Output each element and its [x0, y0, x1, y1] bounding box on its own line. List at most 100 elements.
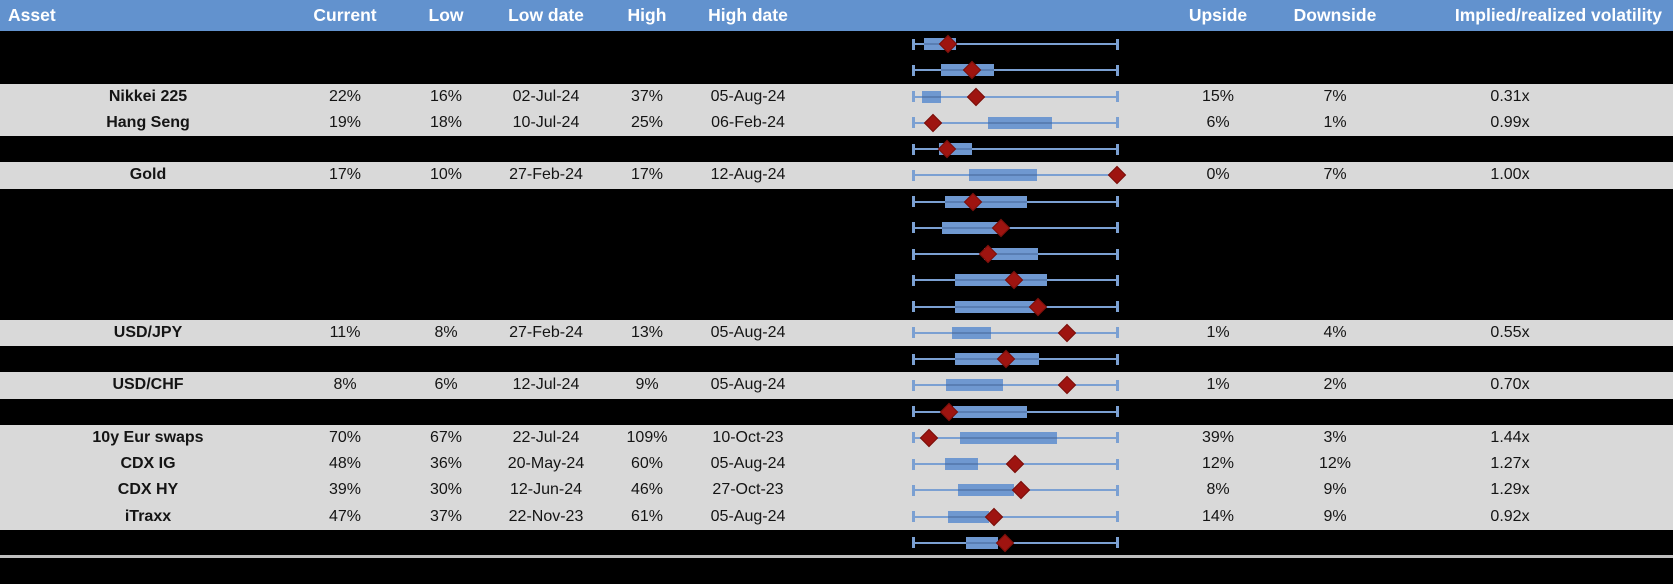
range-box: [946, 379, 1003, 392]
table-row: Hang Seng 19% 18% 10-Jul-24 25% 06-Feb-24 6% 1%…: [0, 109, 1673, 136]
downside-value: 7%: [1323, 87, 1347, 105]
high-value: 13%: [630, 323, 664, 341]
whisker-cap-left-icon: [911, 406, 915, 418]
high-date: 12-Aug-24: [710, 166, 786, 184]
whisker-cap-right-icon: [1115, 38, 1119, 50]
whisker-cap-right-icon: [1115, 64, 1119, 76]
low-date: 27-Feb-24: [509, 166, 583, 184]
implied-realized-volatility-value: 0.31x: [1490, 87, 1530, 105]
implied-realized-volatility-value: 1.44x: [1490, 428, 1530, 446]
current-value: 8%: [333, 376, 357, 394]
range-chart: [905, 320, 1125, 346]
whisker-cap-left-icon: [911, 353, 915, 365]
current-marker-icon: [1107, 166, 1127, 185]
low-date: 12-Jun-24: [509, 481, 583, 499]
range-chart: [905, 57, 1125, 83]
range-chart: [905, 84, 1125, 110]
range-box: [969, 169, 1038, 182]
low-date: 02-Jul-24: [512, 87, 580, 105]
whisker-cap-left-icon: [911, 222, 915, 234]
asset-name: iTraxx: [124, 507, 172, 525]
whisker-cap-left-icon: [911, 169, 915, 181]
downside-value: 2%: [1323, 376, 1347, 394]
implied-realized-volatility-value: 1.00x: [1490, 166, 1530, 184]
whisker-cap-right-icon: [1115, 274, 1119, 286]
low-value: 30%: [429, 481, 463, 499]
whisker-cap-right-icon: [1115, 406, 1119, 418]
table-row: CDX IG 48% 36% 20-May-24 60% 05-Aug-24 12% 12% 1…: [0, 451, 1673, 478]
current-value: 48%: [328, 455, 362, 472]
implied-realized-volatility-value: 0.70x: [1490, 376, 1530, 394]
asset-name: CDX IG: [120, 455, 176, 472]
range-chart: [905, 451, 1125, 477]
redacted-row: [0, 530, 1673, 556]
high-date: 05-Aug-24: [710, 376, 786, 394]
whisker-cap-right-icon: [1115, 143, 1119, 155]
downside-value: 3%: [1323, 428, 1347, 446]
low-value: 10%: [429, 166, 463, 184]
range-chart: [905, 346, 1125, 372]
whisker-cap-left-icon: [911, 432, 915, 444]
downside-value: 9%: [1323, 507, 1347, 525]
whisker-cap-left-icon: [911, 379, 915, 391]
redacted-row: [0, 189, 1673, 215]
table-row: CDX HY 39% 30% 12-Jun-24 46% 27-Oct-23 8% 9% 1.2…: [0, 477, 1673, 504]
high-value: 46%: [630, 481, 664, 499]
whisker-cap-right-icon: [1115, 484, 1119, 496]
range-box: [945, 458, 979, 471]
whisker-cap-left-icon: [911, 248, 915, 260]
high-value: 9%: [635, 376, 659, 394]
whisker-cap-left-icon: [911, 274, 915, 286]
range-chart: [905, 372, 1125, 398]
column-header-high-date: High date: [708, 5, 788, 25]
asset-name: 10y Eur swaps: [92, 428, 204, 446]
table-row: Gold 17% 10% 27-Feb-24 17% 12-Aug-24 0% 7% 1.00x: [0, 162, 1673, 189]
whisker-cap-left-icon: [911, 511, 915, 523]
upside-value: 12%: [1201, 455, 1235, 472]
column-header-implied-realized-volatility: Implied/realized volatility: [1454, 5, 1662, 25]
range-box: [966, 536, 999, 549]
current-marker-icon: [1011, 481, 1031, 500]
current-marker-icon: [1005, 454, 1025, 474]
whisker-line: [913, 541, 1117, 544]
upside-value: 1%: [1206, 376, 1230, 394]
current-value: 17%: [328, 166, 362, 184]
upside-value: 14%: [1201, 507, 1235, 525]
downside-value: 1%: [1323, 113, 1347, 131]
upside-value: 1%: [1206, 323, 1230, 341]
whisker-cap-left-icon: [911, 458, 915, 470]
table-header: Asset Current Low Low date High High dat…: [0, 0, 1673, 31]
whisker-line: [913, 95, 1117, 98]
low-value: 36%: [429, 455, 463, 472]
range-chart: [905, 425, 1125, 451]
range-chart: [905, 215, 1125, 241]
low-value: 37%: [429, 507, 463, 525]
current-value: 47%: [328, 507, 362, 525]
low-value: 6%: [434, 376, 458, 394]
whisker-cap-right-icon: [1115, 353, 1119, 365]
whisker-line: [913, 226, 1117, 229]
upside-value: 8%: [1206, 481, 1230, 499]
whisker-cap-left-icon: [911, 91, 915, 103]
high-date: 06-Feb-24: [711, 113, 785, 131]
high-value: 60%: [630, 455, 664, 472]
whisker-line: [913, 43, 1117, 46]
range-box: [952, 405, 1028, 418]
current-marker-icon: [923, 113, 943, 133]
redacted-row: [0, 31, 1673, 57]
redacted-row: [0, 346, 1673, 372]
whisker-cap-right-icon: [1115, 117, 1119, 129]
range-box: [951, 326, 991, 339]
implied-realized-volatility-value: 1.27x: [1490, 455, 1530, 472]
whisker-cap-right-icon: [1115, 222, 1119, 234]
whisker-cap-left-icon: [911, 484, 915, 496]
whisker-cap-right-icon: [1115, 91, 1119, 103]
high-date: 05-Aug-24: [710, 87, 786, 105]
low-value: 67%: [429, 428, 463, 446]
column-header-high: High: [627, 5, 667, 25]
column-header-asset: Asset: [8, 5, 56, 25]
column-header-current: Current: [313, 5, 377, 25]
low-date: 20-May-24: [507, 455, 585, 472]
upside-value: 0%: [1206, 166, 1230, 184]
